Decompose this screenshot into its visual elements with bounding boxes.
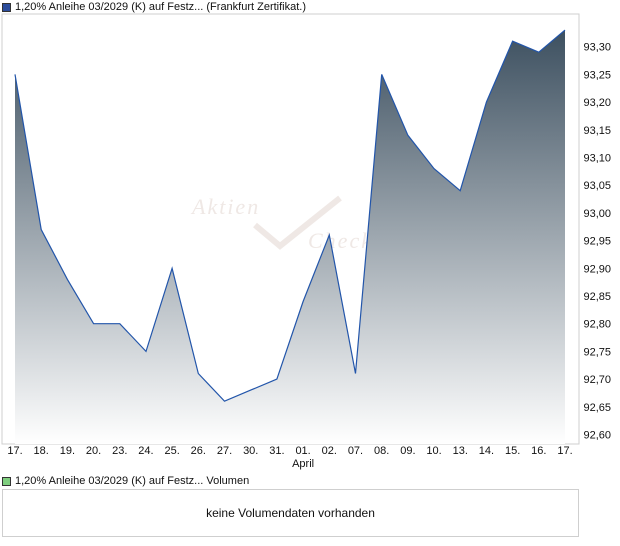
x-tick-label: 18. (34, 445, 49, 457)
x-tick-label: 10. (426, 445, 441, 457)
y-tick-label: 93,00 (583, 208, 611, 220)
price-chart: Aktien Check 17. 18. 19. 20. 23. 24. 25. 26. 27.… (1, 13, 611, 470)
x-tick-label: 17. (557, 445, 572, 457)
volume-empty-message: keine Volumendaten vorhanden (206, 506, 375, 520)
y-tick-label: 92,85 (583, 291, 611, 303)
y-tick-label: 93,15 (583, 125, 611, 137)
x-tick-label: 26. (191, 445, 206, 457)
y-tick-label: 92,75 (583, 346, 611, 358)
y-axis: 93,30 93,25 93,20 93,15 93,10 93,05 93,00 92,95… (583, 42, 611, 442)
y-tick-label: 93,30 (583, 42, 611, 54)
y-tick-label: 92,95 (583, 236, 611, 248)
x-tick-label: 15. (505, 445, 520, 457)
watermark-text-top: Aktien (190, 194, 260, 219)
x-tick-label: 31. (269, 445, 284, 457)
volume-legend: 1,20% Anleihe 03/2029 (K) auf Festz... V… (2, 474, 249, 488)
x-tick-label: 14. (479, 445, 494, 457)
x-tick-label: 25. (164, 445, 179, 457)
x-tick-label: 24. (138, 445, 153, 457)
x-tick-label: 07. (348, 445, 363, 457)
x-tick-label: 17. (7, 445, 22, 457)
volume-legend-swatch (2, 476, 11, 486)
y-tick-label: 92,70 (583, 374, 611, 386)
watermark-check-icon (253, 195, 342, 250)
x-axis: 17. 18. 19. 20. 23. 24. 25. 26. 27. 30. 31. 01.Apri… (7, 445, 572, 470)
x-tick-label: 01. (295, 445, 310, 457)
price-line (14, 29, 566, 402)
watermark: Aktien Check (190, 194, 373, 253)
price-legend-swatch (2, 2, 11, 12)
y-tick-label: 92,65 (583, 402, 611, 414)
x-tick-label: 30. (243, 445, 258, 457)
y-tick-label: 93,10 (583, 152, 611, 164)
y-tick-label: 92,60 (583, 429, 611, 441)
y-tick-label: 92,80 (583, 319, 611, 331)
price-legend: 1,20% Anleihe 03/2029 (K) auf Festz... (… (2, 0, 306, 14)
volume-legend-label: 1,20% Anleihe 03/2029 (K) auf Festz... V… (15, 475, 250, 487)
price-area (15, 30, 565, 444)
x-tick-label: 09. (400, 445, 415, 457)
x-tick-label: 02. (322, 445, 337, 457)
x-tick-label: 20. (86, 445, 101, 457)
x-tick-sublabel: April (292, 458, 314, 470)
price-legend-label: 1,20% Anleihe 03/2029 (K) auf Festz... (… (15, 1, 307, 13)
y-tick-label: 93,05 (583, 180, 611, 192)
x-tick-label: 19. (60, 445, 75, 457)
y-tick-label: 93,25 (583, 69, 611, 81)
y-tick-label: 92,90 (583, 263, 611, 275)
watermark-text-bottom: Check (308, 228, 373, 253)
x-tick-label: 23. (112, 445, 127, 457)
y-tick-label: 93,20 (583, 97, 611, 109)
x-tick-label: 08. (374, 445, 389, 457)
volume-panel: keine Volumendaten vorhanden (2, 489, 579, 537)
x-tick-label: 13. (453, 445, 468, 457)
x-tick-label: 27. (217, 445, 232, 457)
x-tick-label: 16. (531, 445, 546, 457)
